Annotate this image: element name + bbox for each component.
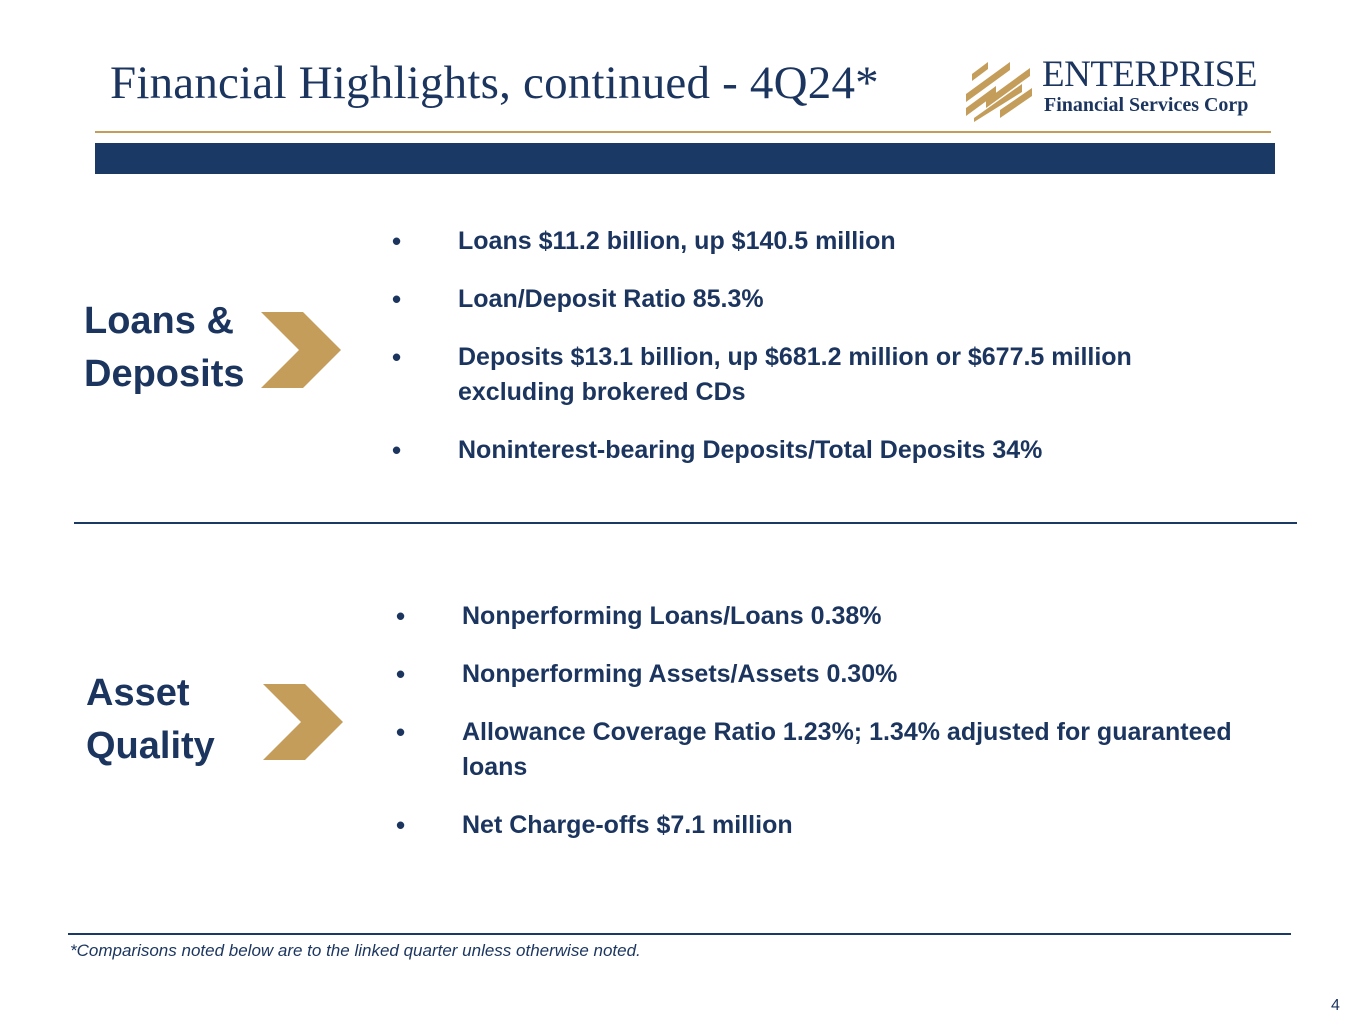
bullet-dot: • bbox=[396, 810, 406, 840]
footer-divider bbox=[68, 933, 1291, 935]
bullet-text: Loan/Deposit Ratio 85.3% bbox=[458, 285, 764, 313]
page-number: 4 bbox=[1331, 997, 1340, 1014]
chevron-right-icon bbox=[261, 312, 341, 388]
bullet-dot: • bbox=[392, 284, 402, 314]
list-item: • Allowance Coverage Ratio 1.23%; 1.34% … bbox=[396, 715, 1292, 785]
section-label-line: Deposits bbox=[84, 353, 245, 395]
bullet-text: Nonperforming Loans/Loans 0.38% bbox=[462, 602, 882, 630]
bullet-text: Noninterest-bearing Deposits/Total Depos… bbox=[458, 436, 1043, 464]
list-item: • Net Charge-offs $7.1 million bbox=[396, 808, 1292, 843]
bullet-text: Loans $11.2 billion, up $140.5 million bbox=[458, 227, 896, 255]
list-item: • Loan/Deposit Ratio 85.3% bbox=[392, 282, 1258, 317]
asset-quality-bullets: • Nonperforming Loans/Loans 0.38% • Nonp… bbox=[396, 599, 1292, 843]
bullet-text: Net Charge-offs $7.1 million bbox=[462, 811, 793, 839]
bullet-dot: • bbox=[392, 435, 402, 465]
logo-subtitle: Financial Services Corp bbox=[1044, 94, 1249, 116]
header-gold-rule bbox=[95, 131, 1271, 133]
logo-name: ENTERPRISE bbox=[1042, 54, 1257, 95]
footnote: *Comparisons noted below are to the link… bbox=[70, 941, 641, 960]
bullet-dot: • bbox=[396, 659, 406, 689]
section-divider bbox=[74, 522, 1297, 524]
bullet-text: Deposits $13.1 billion, up $681.2 millio… bbox=[458, 343, 1132, 406]
list-item: • Nonperforming Loans/Loans 0.38% bbox=[396, 599, 1292, 634]
enterprise-logo-icon bbox=[966, 62, 1032, 122]
list-item: • Deposits $13.1 billion, up $681.2 mill… bbox=[392, 340, 1218, 410]
bullet-dot: • bbox=[396, 601, 406, 631]
list-item: • Nonperforming Assets/Assets 0.30% bbox=[396, 657, 1292, 692]
bullet-text: Allowance Coverage Ratio 1.23%; 1.34% ad… bbox=[462, 718, 1232, 781]
section-label-line: Asset bbox=[86, 672, 190, 714]
chevron-right-icon bbox=[263, 684, 343, 760]
bullet-dot: • bbox=[392, 342, 402, 372]
bullet-dot: • bbox=[396, 717, 406, 747]
section-label-line: Loans & bbox=[84, 300, 234, 342]
list-item: • Loans $11.2 billion, up $140.5 million bbox=[392, 224, 1258, 259]
loans-deposits-bullets: • Loans $11.2 billion, up $140.5 million… bbox=[392, 224, 1258, 468]
list-item: • Noninterest-bearing Deposits/Total Dep… bbox=[392, 433, 1258, 468]
page-title: Financial Highlights, continued - 4Q24* bbox=[110, 57, 879, 109]
bullet-dot: • bbox=[392, 226, 402, 256]
section-label-asset-quality: Asset Quality bbox=[86, 667, 215, 773]
company-logo: ENTERPRISE Financial Services Corp bbox=[962, 56, 1272, 122]
header-navy-band bbox=[95, 143, 1275, 174]
section-label-loans-deposits: Loans & Deposits bbox=[84, 295, 244, 401]
section-label-line: Quality bbox=[86, 725, 215, 767]
bullet-text: Nonperforming Assets/Assets 0.30% bbox=[462, 660, 898, 688]
